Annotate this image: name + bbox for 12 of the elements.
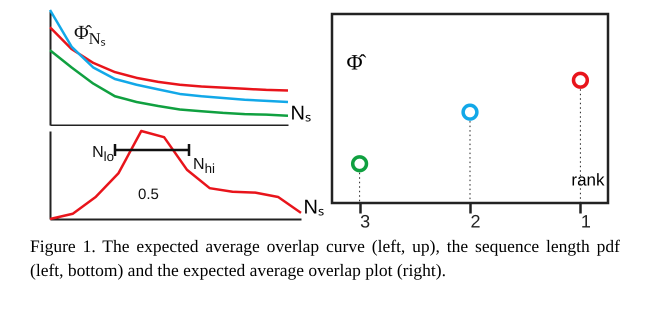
x-tick-label: 1 [580,212,591,232]
y-axis-title: Φ̂ [346,50,367,74]
annotation: N$_{lo}$ [92,144,114,164]
x-axis-title: Nₛ [290,102,311,124]
annotation: N$_{hi}$ [193,156,215,176]
x-axis-title: Nₛ [304,196,324,218]
x-axis-title: rank [571,170,605,190]
x-tick-label: 2 [470,212,481,232]
caption: Figure 1. The expected average overlap curve (left, up), the sequence length pdf (left, bottom) and the expected average overlap plot (right). [30,234,620,282]
x-tick-label: 3 [360,212,370,232]
annotation: 0.5 [138,186,159,203]
y-axis-title: Φ̂$_{Nₛ}$ [74,22,106,49]
